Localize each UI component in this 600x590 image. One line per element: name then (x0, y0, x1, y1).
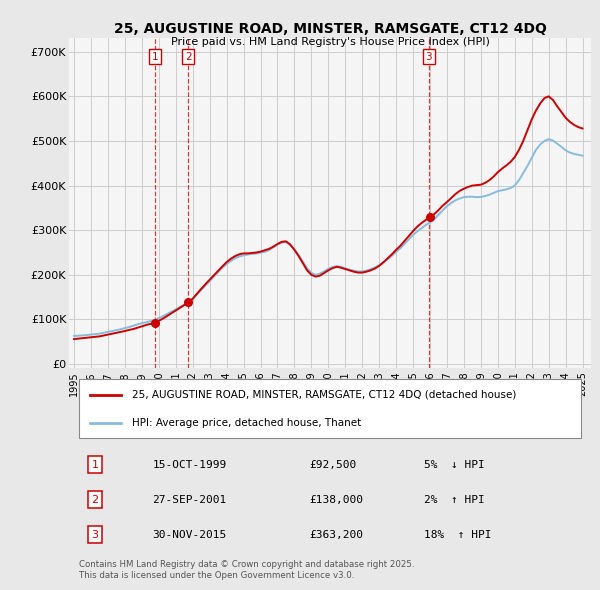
Text: £363,200: £363,200 (309, 530, 363, 540)
Text: 18%  ↑ HPI: 18% ↑ HPI (424, 530, 491, 540)
Text: Price paid vs. HM Land Registry's House Price Index (HPI): Price paid vs. HM Land Registry's House … (170, 37, 490, 47)
Text: 27-SEP-2001: 27-SEP-2001 (152, 494, 227, 504)
Text: 15-OCT-1999: 15-OCT-1999 (152, 460, 227, 470)
Text: 2%  ↑ HPI: 2% ↑ HPI (424, 494, 485, 504)
Text: 1: 1 (92, 460, 98, 470)
Text: 25, AUGUSTINE ROAD, MINSTER, RAMSGATE, CT12 4DQ (detached house): 25, AUGUSTINE ROAD, MINSTER, RAMSGATE, C… (131, 390, 516, 400)
Text: 1: 1 (152, 52, 158, 62)
Text: HPI: Average price, detached house, Thanet: HPI: Average price, detached house, Than… (131, 418, 361, 428)
Text: 2: 2 (92, 494, 98, 504)
FancyBboxPatch shape (79, 379, 581, 438)
Text: 2: 2 (185, 52, 191, 62)
Text: 3: 3 (92, 530, 98, 540)
Text: Contains HM Land Registry data © Crown copyright and database right 2025.
This d: Contains HM Land Registry data © Crown c… (79, 560, 415, 581)
Text: £138,000: £138,000 (309, 494, 363, 504)
Text: 3: 3 (425, 52, 432, 62)
Text: £92,500: £92,500 (309, 460, 356, 470)
Text: 5%  ↓ HPI: 5% ↓ HPI (424, 460, 485, 470)
Text: 30-NOV-2015: 30-NOV-2015 (152, 530, 227, 540)
Text: 25, AUGUSTINE ROAD, MINSTER, RAMSGATE, CT12 4DQ: 25, AUGUSTINE ROAD, MINSTER, RAMSGATE, C… (113, 22, 547, 36)
